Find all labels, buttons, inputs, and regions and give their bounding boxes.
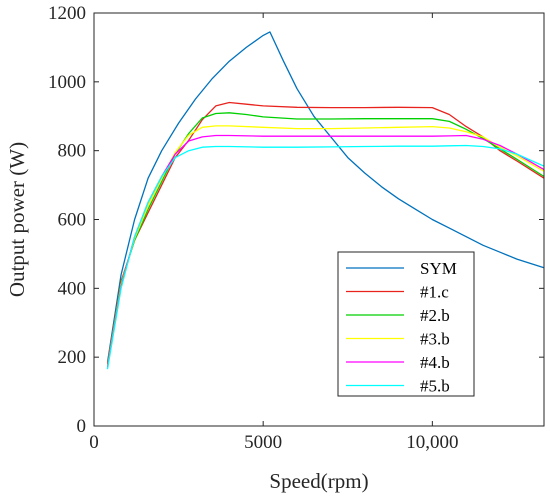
series-line-0: [106, 31, 545, 363]
series-line-5: [106, 144, 545, 370]
x-tick-label: 0: [89, 432, 99, 453]
legend-box: [337, 251, 475, 397]
y-tick-label: 1000: [48, 72, 86, 93]
legend-label-0: SYM: [420, 259, 457, 278]
plot-area: [94, 13, 544, 426]
series-line-2: [106, 112, 545, 366]
x-tick-label: 5000: [244, 432, 282, 453]
legend-label-5: #5.b: [420, 377, 450, 396]
series-line-1: [106, 101, 545, 365]
tick-layer: 0 5000 10,000 0 200 400 600 800 1000 1200: [48, 3, 544, 453]
legend: SYM #1.c #2.b #3.b #4.b #5.b: [337, 251, 475, 397]
y-axis-title: Output power (W): [5, 142, 29, 297]
legend-label-1: #1.c: [420, 283, 449, 302]
x-axis-title: Speed(rpm): [269, 469, 368, 493]
y-tick-label: 600: [58, 210, 87, 231]
legend-label-2: #2.b: [420, 306, 450, 325]
legend-label-3: #3.b: [420, 330, 450, 349]
y-tick-label: 800: [58, 141, 87, 162]
y-tick-label: 200: [58, 347, 87, 368]
legend-label-4: #4.b: [420, 353, 450, 372]
series-line-3: [106, 125, 545, 367]
y-tick-label: 0: [77, 416, 87, 437]
y-tick-label: 1200: [48, 3, 86, 24]
x-tick-label: 10,000: [406, 432, 458, 453]
y-tick-label: 400: [58, 278, 87, 299]
series-layer: [106, 31, 545, 370]
